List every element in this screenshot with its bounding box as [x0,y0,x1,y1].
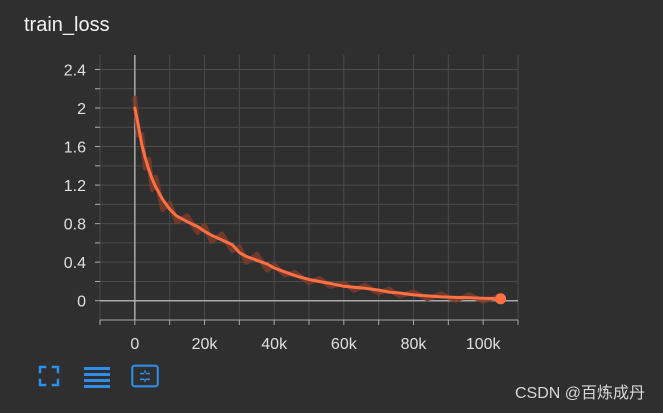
y-tick-label: 0 [77,294,86,311]
chart-toolbar [35,362,159,390]
chart-title: train_loss [24,14,110,36]
y-tick-label: 0.4 [64,255,86,272]
y-tick-label: 0.8 [64,217,86,234]
x-tick-label: 60k [331,336,358,353]
x-tick-label: 80k [401,336,428,353]
y-tick-label: 1.6 [64,140,86,157]
fit-domain-button[interactable] [131,362,159,390]
x-tick-label: 40k [261,336,288,353]
fit-domain-icon [131,364,159,388]
fullscreen-icon [38,365,60,387]
last-point-marker [495,293,507,305]
y-tick-label: 1.2 [64,178,86,195]
fullscreen-button[interactable] [35,362,63,390]
data-table-icon [84,367,110,388]
x-tick-label: 100k [466,336,502,353]
x-tick-label: 0 [130,336,139,353]
data-table-button[interactable] [83,362,111,390]
y-tick-label: 2.4 [64,62,86,79]
watermark: CSDN @百炼成丹 [514,385,645,402]
x-tick-label: 20k [192,336,219,353]
y-tick-label: 2 [77,101,86,118]
train-loss-line [133,106,503,301]
